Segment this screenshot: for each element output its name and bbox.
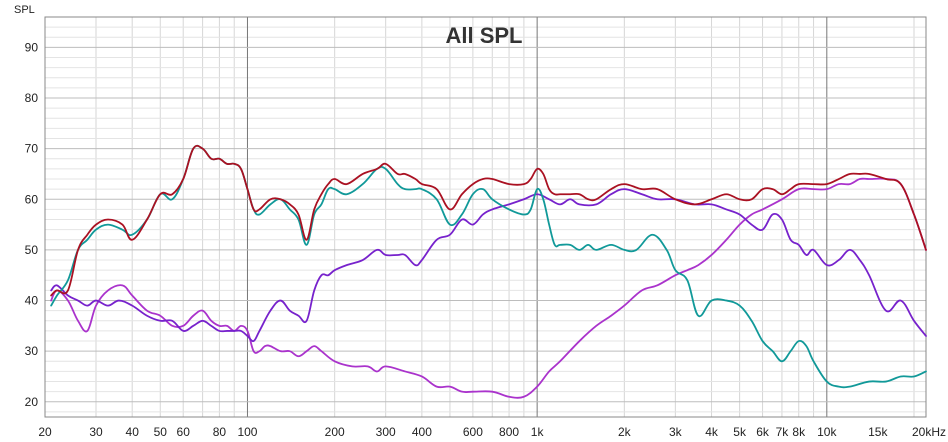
x-tick-label: 300	[376, 425, 396, 439]
y-tick-label: 20	[25, 395, 39, 409]
x-tick-label: 1k	[531, 425, 545, 439]
x-tick-label: 2k	[618, 425, 632, 439]
y-tick-label: 60	[25, 192, 39, 206]
y-tick-label: 90	[25, 40, 39, 54]
y-axis-ticks: 20 30 40 50 60 70 80 90	[25, 40, 39, 408]
x-tick-label: 7k	[776, 425, 790, 439]
x-tick-label: 200	[325, 425, 345, 439]
y-tick-label: 70	[25, 142, 39, 156]
x-axis-ticks: 20 30 40 50 60 80 100 200 300 400 600 800 1k 2k 3k 4k 5k…	[38, 425, 946, 439]
x-tick-label: 80	[213, 425, 227, 439]
x-tick-label: 15k	[868, 425, 888, 439]
x-tick-label: 400	[412, 425, 432, 439]
x-tick-label: 100	[237, 425, 257, 439]
x-tick-label: 8k	[792, 425, 806, 439]
x-tick-label: 5k	[733, 425, 747, 439]
series-layer	[50, 144, 927, 399]
x-tick-label: 800	[499, 425, 519, 439]
x-tick-label: 30	[89, 425, 103, 439]
y-axis-label: SPL	[14, 4, 35, 16]
x-tick-label: 20	[38, 425, 52, 439]
plot-frame	[44, 16, 927, 418]
series-line-4	[50, 144, 927, 297]
x-tick-label: 40	[126, 425, 140, 439]
x-tick-label: 10k	[817, 425, 837, 439]
x-tick-label: 3k	[669, 425, 683, 439]
x-tick-label: 60	[177, 425, 191, 439]
x-tick-label: 4k	[705, 425, 719, 439]
grid-major	[45, 17, 926, 417]
x-tick-label: 600	[463, 425, 483, 439]
x-tick-label: 50	[154, 425, 168, 439]
y-tick-label: 30	[25, 344, 39, 358]
y-tick-label: 80	[25, 91, 39, 105]
y-tick-label: 50	[25, 243, 39, 257]
y-tick-label: 40	[25, 294, 39, 308]
series-line-2	[50, 188, 927, 343]
x-tick-label: 6k	[756, 425, 770, 439]
chart-title: All SPL	[445, 23, 522, 48]
grid-minor	[44, 16, 926, 417]
x-tick-label: 20kHz	[912, 425, 946, 439]
series-line-1	[50, 177, 927, 399]
